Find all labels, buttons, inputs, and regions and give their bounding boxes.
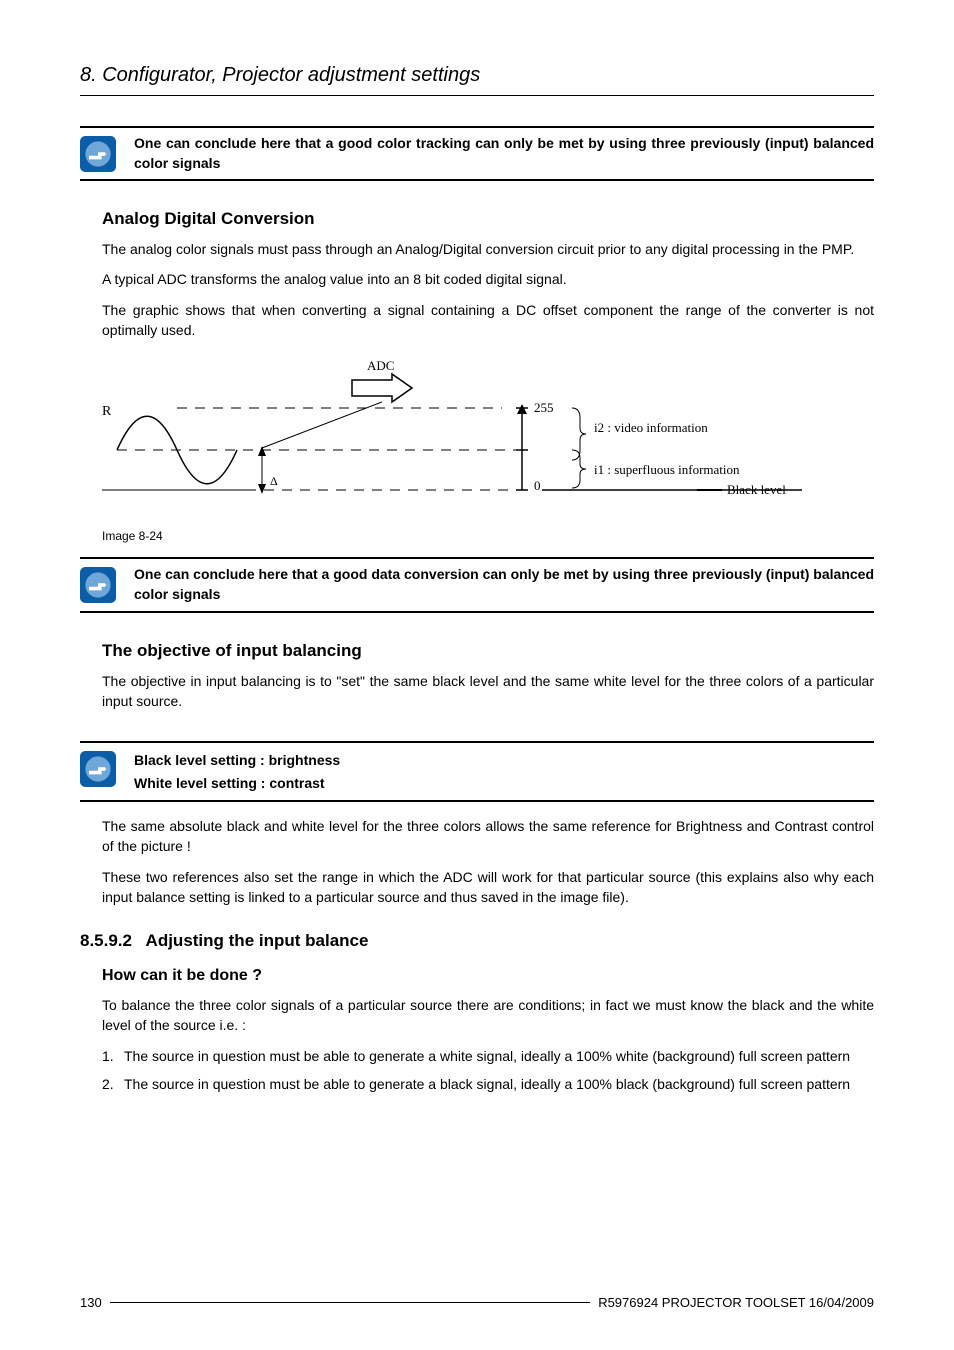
adc-diagram: R Δ ADC 255 0 i2 : video information i1 : supe… [102,350,802,520]
note-2-text: One can conclude here that a good data c… [134,565,874,604]
pointing-hand-icon [80,751,116,787]
footer-rule [110,1302,590,1303]
objective-heading: The objective of input balancing [102,641,874,661]
adc-p3: The graphic shows that when converting a… [102,300,874,341]
list-number: 1. [102,1046,124,1066]
after-note3-p1: The same absolute black and white level … [102,816,874,857]
adc-p1: The analog color signals must pass throu… [102,239,874,259]
adc-heading: Analog Digital Conversion [102,209,874,229]
list-text: The source in question must be able to g… [124,1074,874,1094]
note3-line1: Black level setting : brightness [134,749,874,771]
note-block-2: One can conclude here that a good data c… [80,557,874,612]
svg-text:Black level: Black level [727,482,786,497]
note-block-3: Black level setting : brightness White l… [80,741,874,802]
svg-text:i2 : video information: i2 : video information [594,420,708,435]
list-text: The source in question must be able to g… [124,1046,874,1066]
page-number: 130 [80,1295,102,1310]
page-footer: 130 R5976924 PROJECTOR TOOLSET 16/04/200… [80,1295,874,1310]
note-1-text: One can conclude here that a good color … [134,134,874,173]
adc-p2: A typical ADC transforms the analog valu… [102,269,874,289]
howto-heading: How can it be done ? [102,967,874,985]
note-block-1: One can conclude here that a good color … [80,126,874,181]
header-rule [80,95,874,96]
note-3-text: Black level setting : brightness White l… [134,749,874,794]
note3-line2: White level setting : contrast [134,772,874,794]
after-note3-p2: These two references also set the range … [102,867,874,908]
svg-text:Δ: Δ [270,474,278,488]
howto-p1: To balance the three color signals of a … [102,995,874,1036]
svg-text:0: 0 [534,478,541,493]
adjust-title: Adjusting the input balance [146,931,369,950]
page-container: 8. Configurator, Projector adjustment se… [0,0,954,1350]
footer-doc-id: R5976924 PROJECTOR TOOLSET 16/04/2009 [598,1295,874,1310]
list-item: 1.The source in question must be able to… [102,1046,874,1066]
list-item: 2.The source in question must be able to… [102,1074,874,1094]
pointing-hand-icon [80,136,116,172]
adjust-number: 8.5.9.2 [80,931,132,950]
objective-p1: The objective in input balancing is to "… [102,671,874,712]
howto-list: 1.The source in question must be able to… [102,1046,874,1095]
list-number: 2. [102,1074,124,1094]
adc-section: Analog Digital Conversion The analog col… [80,209,874,543]
pointing-hand-icon [80,567,116,603]
objective-section: The objective of input balancing The obj… [80,641,874,712]
chapter-heading: 8. Configurator, Projector adjustment se… [80,64,874,87]
svg-text:i1 : superfluous information: i1 : superfluous information [594,462,740,477]
svg-text:ADC: ADC [367,358,394,373]
figure-caption: Image 8-24 [102,529,874,543]
adjust-section: 8.5.9.2 Adjusting the input balance How … [80,931,874,1094]
adc-figure: R Δ ADC 255 0 i2 : video information i1 : supe… [102,350,874,525]
svg-text:255: 255 [534,400,554,415]
after-note3-section: The same absolute black and white level … [80,816,874,907]
svg-text:R: R [102,404,112,419]
adjust-heading: 8.5.9.2 Adjusting the input balance [80,931,874,951]
